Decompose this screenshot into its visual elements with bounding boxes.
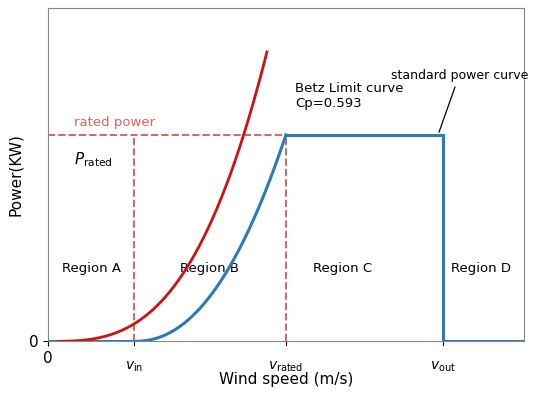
- Text: Region A: Region A: [62, 261, 120, 275]
- X-axis label: Wind speed (m/s): Wind speed (m/s): [219, 372, 353, 387]
- Text: $v_{\mathregular{in}}$: $v_{\mathregular{in}}$: [125, 360, 143, 374]
- Text: $v_{\mathregular{rated}}$: $v_{\mathregular{rated}}$: [268, 360, 304, 374]
- Text: Region C: Region C: [314, 261, 372, 275]
- Text: $v_{\mathregular{out}}$: $v_{\mathregular{out}}$: [430, 360, 456, 374]
- Text: Betz Limit curve
Cp=0.593: Betz Limit curve Cp=0.593: [295, 82, 404, 109]
- Text: $P_{\mathregular{rated}}$: $P_{\mathregular{rated}}$: [74, 150, 113, 169]
- Text: Region D: Region D: [451, 261, 511, 275]
- Text: rated power: rated power: [74, 116, 156, 129]
- Text: Region B: Region B: [180, 261, 239, 275]
- Y-axis label: Power(KW): Power(KW): [8, 134, 23, 216]
- Text: standard power curve: standard power curve: [390, 69, 528, 132]
